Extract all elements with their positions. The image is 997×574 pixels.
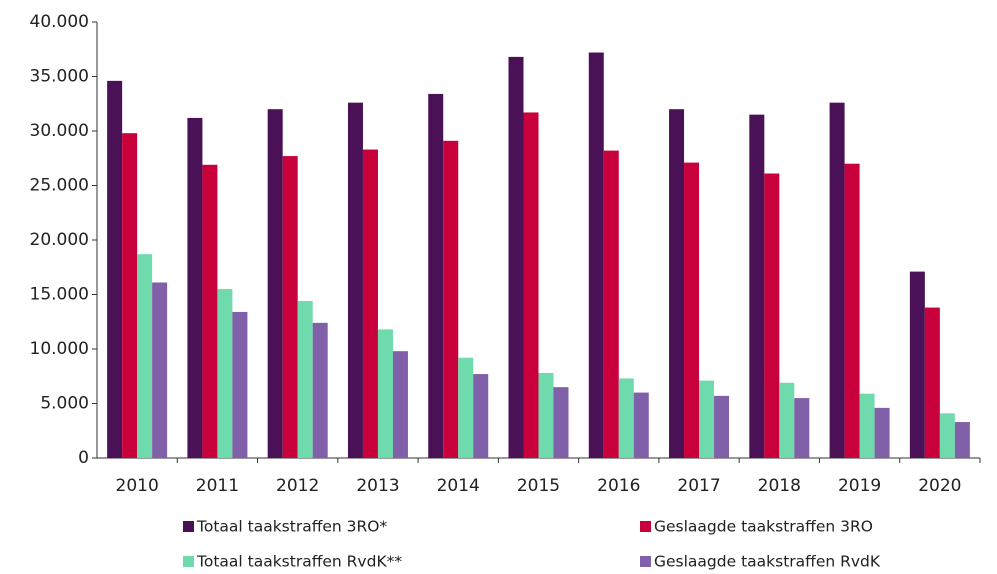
y-tick-label: 0 <box>78 448 89 468</box>
bar <box>347 102 363 458</box>
bar <box>377 329 393 458</box>
legend-swatch <box>183 521 194 532</box>
x-tick-label: 2019 <box>838 476 881 496</box>
legend-swatch <box>183 556 194 567</box>
bar <box>618 378 634 458</box>
bar <box>794 398 810 458</box>
bar <box>187 117 203 459</box>
bar <box>232 311 248 458</box>
bar <box>428 93 444 458</box>
bar <box>603 150 619 458</box>
y-tick-label: 35.000 <box>30 67 89 87</box>
bar <box>297 301 313 458</box>
x-tick-label: 2010 <box>116 476 159 496</box>
x-tick-label: 2014 <box>437 476 480 496</box>
bar <box>909 271 925 458</box>
bar <box>714 395 730 458</box>
bar <box>362 149 378 458</box>
bar <box>217 289 233 458</box>
bar <box>312 322 328 458</box>
bar <box>669 109 685 458</box>
legend-label: Totaal taakstraffen 3RO* <box>196 518 387 536</box>
bar <box>538 372 554 458</box>
bar <box>633 392 649 458</box>
bar <box>553 387 569 458</box>
y-tick-label: 20.000 <box>30 230 89 250</box>
legend-swatch <box>640 556 651 567</box>
bar <box>473 374 489 458</box>
bar <box>137 254 153 458</box>
bar <box>844 163 860 458</box>
y-tick-label: 25.000 <box>30 176 89 196</box>
bar <box>749 114 765 459</box>
x-tick-label: 2020 <box>918 476 961 496</box>
x-tick-label: 2017 <box>677 476 720 496</box>
x-tick-label: 2016 <box>597 476 640 496</box>
bar <box>202 164 218 459</box>
x-tick-label: 2012 <box>276 476 319 496</box>
bar <box>684 162 700 459</box>
bar <box>588 52 604 459</box>
bar <box>779 382 795 458</box>
legend-label: Geslaagde taakstraffen 3RO <box>654 518 873 536</box>
legend-label: Geslaagde taakstraffen RvdK <box>654 553 881 571</box>
bar <box>829 102 845 458</box>
bar <box>392 351 408 458</box>
y-tick-label: 10.000 <box>30 339 89 359</box>
bar <box>443 140 459 458</box>
bar <box>282 156 298 458</box>
y-tick-label: 15.000 <box>30 285 89 305</box>
legend-swatch <box>640 521 651 532</box>
bar <box>699 380 715 458</box>
x-tick-label: 2018 <box>758 476 801 496</box>
bar <box>939 413 955 458</box>
bar <box>122 133 138 458</box>
bar <box>508 56 524 458</box>
y-tick-label: 40.000 <box>30 12 89 32</box>
bar <box>874 407 890 458</box>
bar <box>764 173 780 458</box>
y-tick-label: 5.000 <box>40 394 89 414</box>
bar <box>523 112 539 458</box>
x-tick-label: 2015 <box>517 476 560 496</box>
legend-label: Totaal taakstraffen RvdK** <box>196 553 402 571</box>
bar <box>954 422 970 458</box>
x-tick-label: 2013 <box>356 476 399 496</box>
y-tick-label: 30.000 <box>30 121 89 141</box>
bar <box>859 393 875 458</box>
bar <box>924 307 940 458</box>
bar <box>458 357 474 458</box>
x-tick-label: 2011 <box>196 476 239 496</box>
bar <box>267 109 283 458</box>
bar <box>107 80 123 459</box>
bar <box>152 282 168 458</box>
